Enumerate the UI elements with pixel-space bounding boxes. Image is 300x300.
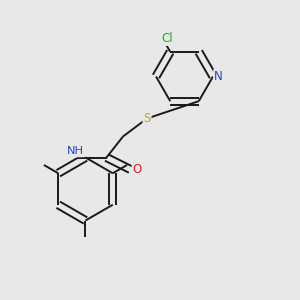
Text: Cl: Cl [161,32,173,45]
Text: O: O [133,163,142,176]
Text: S: S [143,112,151,125]
Text: N: N [214,70,223,83]
Text: NH: NH [67,146,84,157]
